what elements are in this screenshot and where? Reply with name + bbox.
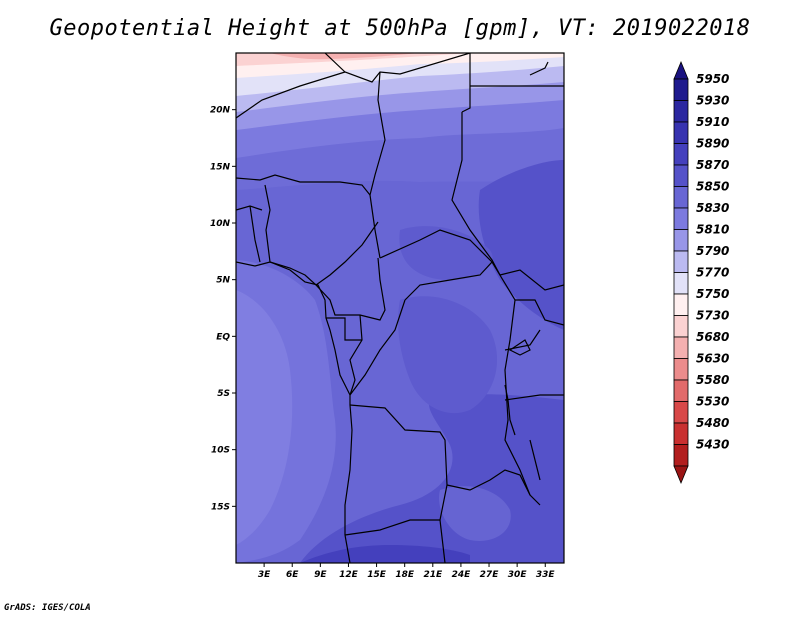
border-zambia [446,469,541,506]
colorbar-top-arrow [673,60,689,80]
border-ethiopia [499,269,564,291]
colorbar-swatch [673,293,689,316]
band-central-5870 [398,296,498,414]
lon-tick-label: 12E [339,570,359,580]
border-kenya [515,299,564,326]
lat-tick-label: 5N [216,276,230,286]
colorbar-label: 5430 [696,438,729,452]
colorbar-label: 5580 [696,373,729,387]
longitude-axis: 3E 6E 9E 12E 15E 18E 21E 24E 27E 30E 33E [258,563,556,580]
band-north-5680 [270,53,420,60]
colorbar-label: 5930 [696,94,729,108]
band-zambia-5850 [439,486,511,541]
lat-tick-label: 5S [217,389,230,399]
border-botswana [439,519,446,563]
colorbar-label: 5810 [696,223,729,237]
colorbar-label: 5730 [696,309,729,323]
border-angola-north [349,404,448,486]
colorbar-label: 5870 [696,158,729,172]
border-gabon [326,317,362,341]
colorbar-swatch [673,100,689,123]
height-field [236,53,564,563]
lon-tick-label: 27E [480,570,500,580]
lon-tick-label: 24E [452,570,472,580]
colorbar-swatch [673,164,689,187]
colorbar-label: 5530 [696,395,729,409]
colorbar-swatch [673,186,689,209]
colorbar-swatch [673,229,689,252]
red-sea-coast [529,61,549,76]
colorbar-swatch [673,379,689,402]
border-egypt-sudan [461,53,471,113]
colorbar-bottom-arrow [673,465,689,485]
coast-west-africa [236,261,353,535]
colorbar-label: 5770 [696,266,729,280]
border-chad-sudan [369,71,386,259]
lat-tick-label: 10S [211,446,230,456]
colorbar-label: 5850 [696,180,729,194]
colorbar-swatch [673,358,689,381]
colorbar-swatch [673,444,689,467]
border-nigeria [264,184,379,286]
lon-tick-label: 18E [395,570,415,580]
colorbar-swatch [673,336,689,359]
lon-tick-label: 33E [536,570,556,580]
colorbar-swatch [673,143,689,166]
colorbar-label: 5890 [696,137,729,151]
border-angola-south [344,484,448,536]
lon-tick-label: 6E [286,570,299,580]
colorbar-label: 5630 [696,352,729,366]
colorbar-label: 5910 [696,115,729,129]
colorbar: 5950 5930 5910 5890 5870 5850 5830 5810 5790 5770… [673,60,729,485]
colorbar-label: 5680 [696,330,729,344]
map-frame [235,52,565,564]
colorbar-label: 5790 [696,244,729,258]
border-libya-algeria [324,53,471,83]
lon-tick-label: 15E [367,570,387,580]
colorbar-swatch [673,250,689,273]
lat-tick-label: 20N [210,106,231,116]
colorbar-swatch [673,315,689,338]
lat-tick-label: 15S [211,502,230,512]
lat-tick-label: 15N [210,162,231,172]
band-south-5890 [300,545,470,563]
band-west-5830 [236,290,293,545]
colorbar-label: 5830 [696,201,729,215]
colorbar-label: 5950 [696,72,729,86]
grads-credit: GrADS: IGES/COLA [4,603,91,613]
lon-tick-label: 9E [314,570,327,580]
colorbar-swatch [673,207,689,230]
colorbar-label: 5750 [696,287,729,301]
latitude-axis: 20N 15N 10N 5N EQ 5S 10S 15S [210,106,236,512]
lat-tick-label: EQ [216,332,230,342]
lon-tick-label: 3E [258,570,271,580]
colorbar-label: 5480 [696,416,729,430]
colorbar-swatch [673,121,689,144]
colorbar-swatch [673,272,689,295]
lat-tick-label: 10N [210,219,231,229]
lon-tick-label: 30E [508,570,528,580]
lake-malawi [529,439,541,481]
map-title: Geopotential Height at 500hPa [gpm], VT:… [49,16,751,41]
border-benin [249,205,261,263]
border-niger-north [236,71,346,119]
lon-tick-label: 21E [423,570,443,580]
border-cameroon [315,257,386,321]
colorbar-swatch [673,422,689,445]
colorbar-swatch [673,401,689,424]
colorbar-swatch [673,78,689,101]
border-sudan-east [451,112,501,276]
country-borders [236,53,564,563]
lake-tanganyika [504,384,516,436]
border-tanzania [504,394,564,401]
border-niger-chad [236,174,371,196]
lake-victoria [508,339,531,356]
border-namibia [344,534,351,563]
